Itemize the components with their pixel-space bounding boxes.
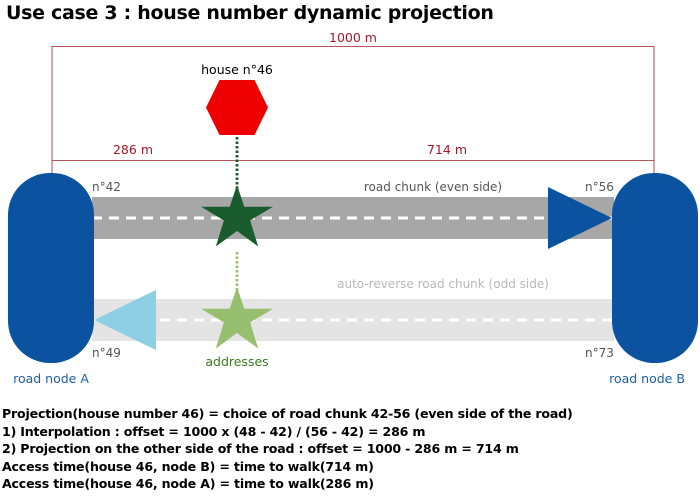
- even-start-number: n°42: [92, 180, 121, 194]
- even-road-chunk: road chunk (even side) n°42 n°56: [92, 180, 614, 249]
- address-star-icon: [201, 185, 273, 247]
- measure-left-label: 286 m: [113, 142, 153, 157]
- page-title: Use case 3 : house number dynamic projec…: [6, 2, 494, 24]
- road-node-b: road node B: [609, 173, 698, 386]
- odd-end-number: n°73: [585, 346, 614, 360]
- address-projection: addresses: [201, 185, 273, 369]
- house-label: house n°46: [201, 62, 273, 77]
- measure-right-label: 714 m: [427, 142, 467, 157]
- odd-road-chunk: auto-reverse road chunk (odd side) n°49 …: [92, 277, 614, 360]
- even-direction-arrow-icon: [548, 187, 612, 249]
- odd-direction-arrow-icon: [94, 290, 156, 350]
- odd-chunk-label: auto-reverse road chunk (odd side): [337, 277, 549, 291]
- road-node-b-label: road node B: [609, 371, 685, 386]
- split-measure: 286 m 714 m: [52, 142, 654, 161]
- odd-start-number: n°49: [92, 346, 121, 360]
- road-node-b-shape: [612, 173, 698, 363]
- addresses-label: addresses: [205, 354, 268, 369]
- road-node-a-label: road node A: [13, 371, 89, 386]
- even-end-number: n°56: [585, 180, 614, 194]
- road-node-a: road node A: [8, 173, 94, 386]
- formula-line: 2) Projection on the other side of the r…: [2, 441, 519, 457]
- formula-block: Projection(house number 46) = choice of …: [2, 405, 573, 493]
- formula-line: 1) Interpolation : offset = 1000 x (48 -…: [2, 423, 426, 439]
- road-node-a-shape: [8, 173, 94, 363]
- projected-address-star-icon: [201, 287, 273, 349]
- house-hexagon-icon: [206, 80, 268, 135]
- formula-line: Access time(house 46, node B) = time to …: [2, 458, 374, 474]
- total-measure: 1000 m: [51, 30, 655, 180]
- even-chunk-label: road chunk (even side): [364, 180, 502, 194]
- house-marker: house n°46: [201, 62, 273, 190]
- formula-line: Access time(house 46, node A) = time to …: [2, 476, 374, 492]
- measure-total-label: 1000 m: [329, 30, 377, 45]
- formula-line: Projection(house number 46) = choice of …: [2, 406, 573, 421]
